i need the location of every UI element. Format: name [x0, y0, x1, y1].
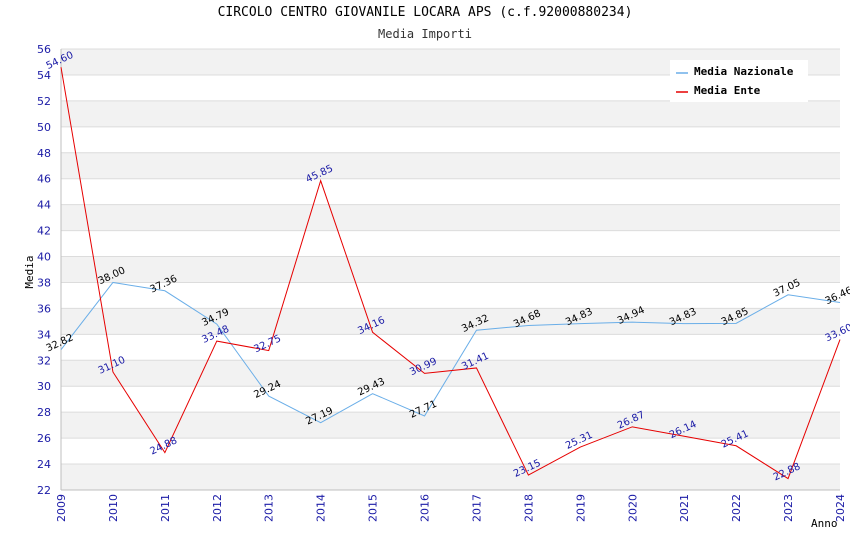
- series-line-ente: [60, 67, 841, 480]
- y-tick-label: 46: [37, 173, 51, 186]
- x-tick-label: 2018: [522, 494, 535, 522]
- series-line-nazionale: [60, 281, 841, 424]
- chart-title: CIRCOLO CENTRO GIOVANILE LOCARA APS (c.f…: [217, 5, 633, 20]
- series-lines: [60, 67, 841, 480]
- y-tick-label: 22: [37, 484, 51, 497]
- legend-label-nazionale: Media Nazionale: [694, 65, 794, 78]
- x-tick-label: 2020: [626, 494, 639, 522]
- x-tick-label: 2010: [107, 494, 120, 522]
- y-tick-label: 40: [37, 251, 51, 264]
- legend-label-ente: Media Ente: [694, 84, 761, 97]
- y-tick-label: 30: [37, 380, 51, 393]
- x-tick-label: 2013: [263, 494, 276, 522]
- y-tick-label: 50: [37, 121, 51, 134]
- grid-band: [61, 412, 840, 439]
- grid-bands: [61, 49, 840, 490]
- x-tick-label: 2023: [782, 494, 795, 522]
- chart-subtitle: Media Importi: [378, 27, 472, 41]
- grid-band: [61, 152, 840, 179]
- x-tick-label: 2021: [678, 494, 691, 522]
- grid-lines: [60, 48, 840, 491]
- y-tick-label: 26: [37, 432, 51, 445]
- x-tick-label: 2017: [470, 494, 483, 522]
- x-tick-label: 2016: [419, 494, 432, 522]
- x-tick-label: 2014: [315, 494, 328, 522]
- data-label: 36.46: [824, 285, 850, 307]
- data-label: 32.75: [252, 333, 283, 355]
- grid-band: [61, 308, 840, 335]
- x-tick-label: 2012: [211, 494, 224, 522]
- data-label: 24.88: [149, 435, 180, 457]
- y-tick-label: 24: [37, 458, 51, 471]
- x-tick-label: 2022: [730, 494, 743, 522]
- x-axis-label: Anno: [811, 517, 838, 530]
- x-tick-label: 2009: [55, 494, 68, 522]
- y-axis-ticks: 22 24 26 28 30 32 34 36 38 40 42 44 46 48 50 52 54 56: [37, 43, 51, 497]
- y-tick-label: 28: [37, 406, 51, 419]
- y-tick-label: 52: [37, 95, 51, 108]
- legend-box: [670, 60, 808, 102]
- y-tick-label: 38: [37, 276, 51, 289]
- grid-band: [61, 464, 840, 490]
- y-tick-label: 48: [37, 147, 51, 160]
- x-tick-label: 2011: [159, 494, 172, 522]
- y-tick-label: 34: [37, 328, 51, 341]
- y-tick-label: 56: [37, 43, 51, 56]
- y-axis-label: Media: [23, 255, 36, 288]
- grid-band: [61, 100, 840, 127]
- x-tick-label: 2015: [367, 494, 380, 522]
- legend: Media Nazionale Media Ente: [670, 60, 808, 102]
- grid-band: [61, 204, 840, 231]
- y-tick-label: 42: [37, 225, 51, 238]
- y-tick-label: 54: [37, 69, 51, 82]
- x-tick-label: 2024: [834, 494, 847, 522]
- x-axis-ticks: 2009 2010 2011 2012 2013 2014 2015 2016 2017 2018…: [55, 494, 847, 522]
- x-tick-label: 2019: [574, 494, 587, 522]
- y-tick-label: 44: [37, 199, 51, 212]
- y-tick-label: 32: [37, 354, 51, 367]
- y-tick-label: 36: [37, 302, 51, 315]
- grid-band: [61, 256, 840, 283]
